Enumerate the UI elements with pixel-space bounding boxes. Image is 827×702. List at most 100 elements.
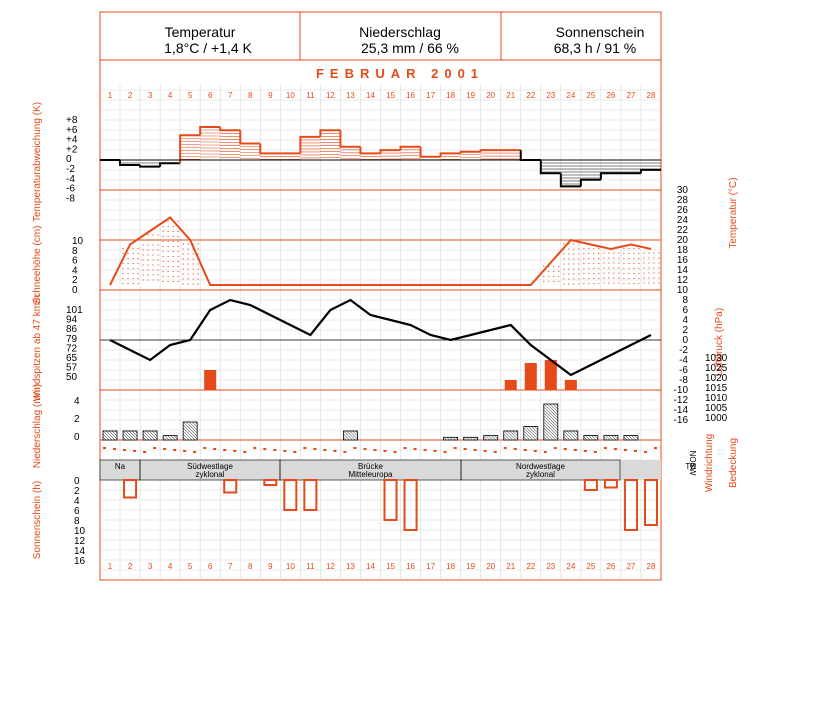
wind-gust-bar <box>564 380 577 390</box>
precip-hatch <box>597 435 599 437</box>
tick-pressure: 1010 <box>705 393 728 404</box>
wind-dir-mark <box>593 451 597 453</box>
sunshine-bar <box>623 479 638 531</box>
day-label-bottom: 4 <box>168 562 173 571</box>
precip-value: 25,3 mm / 66 % <box>361 40 459 56</box>
snow-dot <box>132 247 134 250</box>
tick-temperature: 30 <box>677 185 689 196</box>
snow-dot <box>177 245 179 248</box>
precip-hatch <box>475 437 478 440</box>
snow-dot <box>603 282 605 284</box>
sunshine-bar <box>283 479 298 511</box>
precip-hatch <box>552 403 558 410</box>
snow-dot <box>658 282 660 284</box>
temp-anomaly-step <box>319 129 341 137</box>
snow-dot <box>142 254 144 256</box>
tick-pressure: 1025 <box>705 363 728 374</box>
snow-dot <box>553 275 555 278</box>
snow-dot <box>618 257 620 259</box>
snow-dot <box>137 267 139 270</box>
precip-hatch <box>491 435 496 441</box>
snow-dot <box>648 252 650 254</box>
precip-hatch <box>343 433 350 441</box>
sunshine-bar <box>583 479 598 491</box>
precip-hatch <box>343 430 353 441</box>
snow-dot <box>593 272 595 275</box>
precip-hatch <box>188 421 198 431</box>
snow-dot <box>583 262 585 265</box>
precip-bar <box>563 430 579 441</box>
precip-hatch <box>569 430 579 440</box>
temp-anomaly-step <box>559 173 581 188</box>
snow-dot <box>613 272 615 274</box>
day-label-top: 11 <box>306 91 315 100</box>
temp-anomaly-step <box>459 150 481 154</box>
wind-dir-mark <box>283 450 287 452</box>
sunshine-bar <box>303 479 318 511</box>
snow-dot <box>152 259 154 261</box>
snow-dot <box>558 275 560 278</box>
tick-wind: 101 <box>66 305 83 316</box>
snow-dot <box>638 272 640 275</box>
snow-dot <box>593 262 595 265</box>
precip-hatch <box>634 435 639 440</box>
snow-dot <box>182 273 184 275</box>
day-label-bottom: 15 <box>386 562 395 571</box>
snow-dot <box>152 274 154 276</box>
snow-dot <box>573 283 575 285</box>
day-label-bottom: 10 <box>286 562 295 571</box>
snow-dot <box>157 269 159 271</box>
snow-dot <box>553 270 555 273</box>
precip-hatch <box>443 437 447 441</box>
snow-dot <box>122 282 124 285</box>
day-label-top: 5 <box>188 91 193 100</box>
sunshine-bar <box>383 479 398 521</box>
tick-snow: 6 <box>72 256 78 267</box>
snow-dot <box>137 272 139 275</box>
snow-dot <box>618 282 620 284</box>
precip-hatch <box>537 426 538 428</box>
temp-anomaly-step <box>639 168 661 174</box>
tick-temperature: 4 <box>682 315 688 326</box>
snow-dot <box>593 277 595 280</box>
snow-dot <box>543 280 545 283</box>
precip-hatch <box>343 436 347 441</box>
precip-hatch <box>534 426 538 431</box>
tick-temperature: 18 <box>677 245 689 256</box>
day-label-top: 28 <box>647 91 656 100</box>
day-label-top: 4 <box>168 91 173 100</box>
wind-dir-mark <box>203 447 207 449</box>
precip-hatch <box>543 430 553 441</box>
snow-dot <box>172 230 174 233</box>
precip-hatch <box>162 436 167 441</box>
snow-dot <box>177 255 179 258</box>
snow-dot <box>643 282 645 284</box>
tick-temperature: 10 <box>677 285 689 296</box>
sunshine-bar <box>643 479 659 526</box>
precip-hatch <box>102 436 107 441</box>
snow-dot <box>137 257 139 260</box>
snow-dot <box>132 282 134 285</box>
snow-dot <box>182 278 184 280</box>
precip-hatch <box>555 403 558 407</box>
tick-wind: 86 <box>66 324 78 335</box>
tick-temp-anomaly: +6 <box>66 125 78 136</box>
day-label-top: 6 <box>208 91 213 100</box>
snow-dot <box>608 282 610 284</box>
day-label-top: 24 <box>566 91 575 100</box>
snow-dot <box>127 267 129 270</box>
precip-hatch <box>563 430 573 441</box>
snow-dot <box>618 262 620 264</box>
wind-dir-mark <box>193 451 197 453</box>
svg-text:Temperatur (°C): Temperatur (°C) <box>728 177 739 248</box>
wind-gust-bar <box>204 370 217 390</box>
tick-temperature: -6 <box>679 365 688 376</box>
day-label-bottom: 2 <box>128 562 133 571</box>
snow-dot <box>598 262 600 265</box>
day-labels-bottom: 1 2 3 4 5 6 7 8 9 10 11 12 13 14 15 16 17 18 19 20 21 22 23 24 2… <box>108 562 656 571</box>
tick-temperature: -4 <box>679 355 688 366</box>
day-label-top: 27 <box>626 91 635 100</box>
snow-dot <box>628 277 630 280</box>
wind-dir-mark <box>143 451 147 453</box>
precip-bar <box>142 430 158 441</box>
